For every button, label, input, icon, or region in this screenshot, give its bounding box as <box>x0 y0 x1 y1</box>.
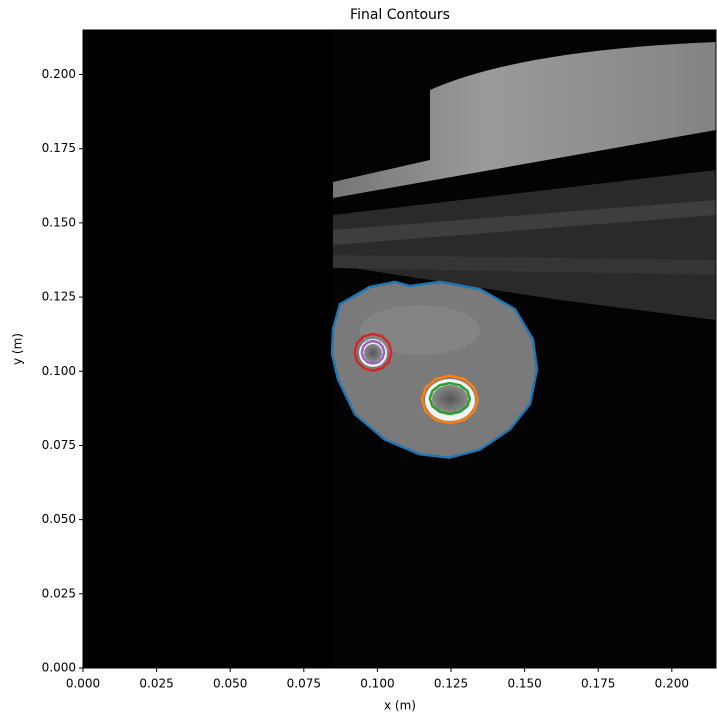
x-tick-label: 0.200 <box>655 677 689 691</box>
y-tick-label: 0.100 <box>42 364 76 378</box>
y-tick-label: 0.050 <box>42 512 76 526</box>
y-tick-label: 0.075 <box>42 438 76 452</box>
x-tick-label: 0.150 <box>507 677 541 691</box>
y-tick-label: 0.000 <box>42 661 76 675</box>
y-tick-label: 0.025 <box>42 586 76 600</box>
x-tick-label: 0.000 <box>66 677 100 691</box>
x-tick-label: 0.050 <box>213 677 247 691</box>
y-tick-label: 0.200 <box>42 67 76 81</box>
y-tick-label: 0.150 <box>42 215 76 229</box>
chart-title: Final Contours <box>350 7 450 23</box>
chart: Final Contours x (m) y (m) 0.000 0.025 0.0… <box>0 0 717 715</box>
y-tick-label: 0.175 <box>42 141 76 155</box>
x-tick-label: 0.075 <box>287 677 321 691</box>
x-tick-label: 0.025 <box>139 677 173 691</box>
x-tick-label: 0.175 <box>581 677 615 691</box>
y-tick-label: 0.125 <box>42 290 76 304</box>
x-tick-label: 0.125 <box>434 677 468 691</box>
y-axis-label: y (m) <box>11 333 25 365</box>
x-tick-label: 0.100 <box>360 677 394 691</box>
image <box>83 30 716 668</box>
x-axis-label: x (m) <box>384 699 416 713</box>
